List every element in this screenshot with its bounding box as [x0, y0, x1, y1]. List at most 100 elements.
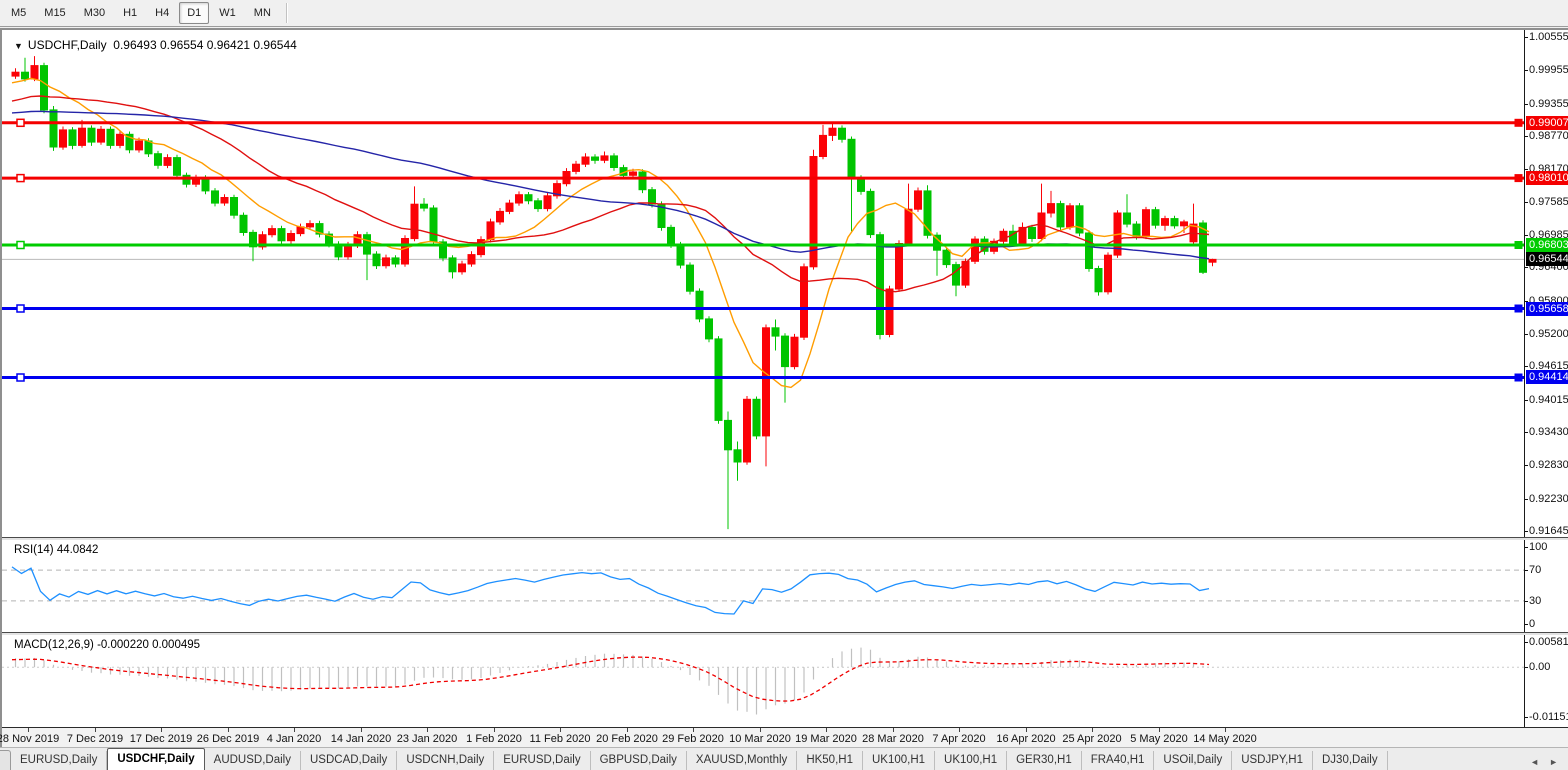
axis-tick: [1525, 169, 1528, 170]
candle: [1104, 254, 1112, 293]
macd-axis[interactable]: 0.005818 0.00 -0.011514: [1524, 635, 1568, 727]
candle: [676, 244, 685, 266]
candle: [220, 197, 229, 204]
date-label: 11 Feb 2020: [529, 733, 591, 745]
macd-canvas[interactable]: [2, 635, 1524, 727]
candle: [705, 318, 713, 340]
chart-tab-USDCNH-Daily[interactable]: USDCNH,Daily: [397, 751, 495, 770]
axis-tick: [1525, 531, 1528, 532]
timeframe-button-MN[interactable]: MN: [245, 2, 279, 24]
candle: [914, 190, 922, 210]
chart-tab-UK100-H1[interactable]: UK100,H1: [863, 751, 936, 770]
price-tick-label: 0.97585: [1529, 196, 1568, 208]
candle: [1199, 222, 1207, 273]
date-label: 4 Jan 2020: [266, 733, 322, 745]
chart-tab-USDCHF-Daily[interactable]: USDCHF,Daily: [107, 748, 205, 770]
level-price-label: 0.94414: [1526, 370, 1568, 384]
symbol-dropdown-icon[interactable]: ▼: [14, 41, 23, 51]
timeframe-button-M15[interactable]: M15: [36, 2, 74, 24]
chart-window: 1.00555 0.99955 0.99355 0.98770 0.98170 …: [0, 28, 1568, 749]
rsi-canvas[interactable]: [2, 540, 1524, 632]
line-handle[interactable]: [16, 173, 25, 183]
axis-tick: [1525, 104, 1528, 105]
candle: [733, 449, 742, 463]
chart-tab-FRA40-H1[interactable]: FRA40,H1: [1082, 751, 1155, 770]
candle: [429, 207, 438, 243]
price-tick-label: 0.92230: [1529, 493, 1568, 505]
candle: [942, 249, 951, 266]
tab-scroll-left-icon[interactable]: ◄: [1530, 757, 1540, 767]
timeframe-button-D1[interactable]: D1: [179, 2, 210, 24]
macd-tick-label: -0.011514: [1529, 711, 1568, 723]
candle: [182, 174, 191, 185]
timeframe-button-H4[interactable]: H4: [147, 2, 178, 24]
rsi-pane: 100 70 30 0 RSI(14) 44.0842: [2, 540, 1568, 632]
candle: [714, 338, 723, 421]
axis-tick: [1525, 136, 1528, 137]
date-label: 29 Feb 2020: [662, 733, 724, 745]
candle: [695, 290, 704, 320]
main-price-pane: 1.00555 0.99955 0.99355 0.98770 0.98170 …: [2, 30, 1568, 537]
candle: [952, 264, 960, 286]
chart-tab-HK50-H1[interactable]: HK50,H1: [797, 751, 863, 770]
chart-tab-EURUSD-Daily[interactable]: EURUSD,Daily: [11, 751, 108, 770]
chart-tab-EURUSD-Daily[interactable]: EURUSD,Daily: [494, 751, 591, 770]
chart-tab-AUDUSD-Daily[interactable]: AUDUSD,Daily: [205, 751, 301, 770]
rsi-tick-label: 30: [1529, 595, 1542, 607]
line-handle[interactable]: [16, 118, 25, 128]
candle: [163, 157, 172, 166]
date-label: 19 Mar 2020: [795, 733, 857, 745]
level-price-label: 0.95658: [1526, 302, 1568, 316]
candle: [1047, 203, 1055, 214]
line-handle[interactable]: [16, 240, 25, 250]
candle: [809, 156, 818, 268]
macd-tick-label: 0.00: [1529, 661, 1551, 673]
candle: [638, 171, 647, 191]
candle: [30, 65, 39, 80]
candle: [1180, 221, 1188, 227]
line-handle[interactable]: [16, 304, 25, 313]
candle: [144, 140, 153, 155]
candle: [648, 189, 656, 205]
toolbar-separator: [285, 3, 288, 23]
candle: [1056, 203, 1065, 228]
tab-stub[interactable]: [0, 750, 11, 770]
level-price-label: 0.98010: [1526, 171, 1568, 185]
candle: [125, 133, 134, 151]
chart-tab-GBPUSD-Daily[interactable]: GBPUSD,Daily: [591, 751, 687, 770]
candle: [1085, 232, 1093, 269]
chart-title: ▼ USDCHF,Daily 0.96493 0.96554 0.96421 0.…: [14, 38, 297, 52]
candle: [1170, 218, 1179, 227]
chart-tab-GER30-H1[interactable]: GER30,H1: [1007, 751, 1082, 770]
axis-tick: [1525, 235, 1528, 236]
time-axis[interactable]: 28 Nov 2019 7 Dec 2019 17 Dec 2019 26 De…: [0, 727, 1568, 749]
price-tick-label: 0.99955: [1529, 64, 1568, 76]
date-label: 28 Mar 2020: [862, 733, 924, 745]
chart-tab-XAUUSD-Monthly[interactable]: XAUUSD,Monthly: [687, 751, 798, 770]
timeframe-button-M30[interactable]: M30: [75, 2, 114, 24]
chart-tab-UK100-H1[interactable]: UK100,H1: [935, 751, 1008, 770]
level-price-label: 0.99007: [1526, 116, 1568, 130]
timeframe-button-M5[interactable]: M5: [3, 2, 35, 24]
candle: [790, 336, 799, 368]
timeframe-button-W1[interactable]: W1: [211, 2, 244, 24]
chart-tab-USDJPY-H1[interactable]: USDJPY,H1: [1232, 751, 1313, 770]
chart-tab-USDCAD-Daily[interactable]: USDCAD,Daily: [301, 751, 398, 770]
candle: [999, 230, 1008, 242]
line-handle[interactable]: [16, 373, 25, 382]
candle: [1123, 212, 1131, 225]
candle: [1151, 209, 1160, 226]
macd-signal-line: [11, 656, 1210, 702]
rsi-axis[interactable]: 100 70 30 0: [1524, 540, 1568, 632]
timeframe-button-H1[interactable]: H1: [115, 2, 146, 24]
candle: [201, 177, 210, 192]
chart-tab-USOil-Daily[interactable]: USOil,Daily: [1154, 751, 1233, 770]
main-chart-canvas[interactable]: [2, 30, 1524, 537]
candle: [496, 210, 504, 223]
rsi-label: RSI(14) 44.0842: [14, 544, 99, 556]
candle: [600, 155, 609, 161]
chart-tab-DJ30-Daily[interactable]: DJ30,Daily: [1313, 751, 1388, 770]
price-axis[interactable]: 1.00555 0.99955 0.99355 0.98770 0.98170 …: [1524, 30, 1568, 537]
date-label: 5 May 2020: [1130, 733, 1188, 745]
tab-scroll-right-icon[interactable]: ►: [1549, 757, 1558, 767]
